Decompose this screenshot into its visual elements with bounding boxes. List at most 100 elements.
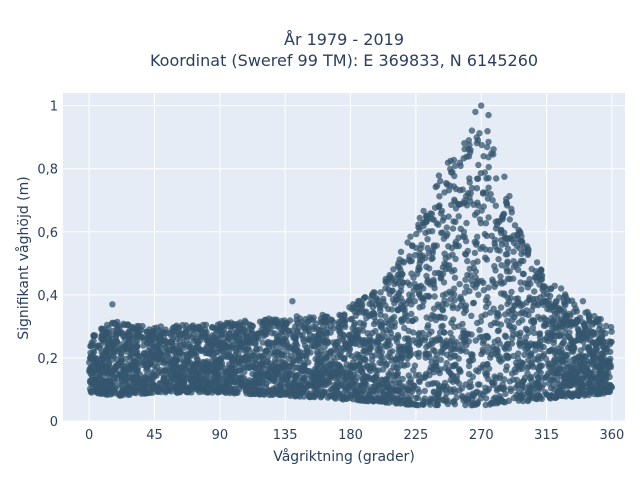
data-point: [582, 353, 589, 360]
data-point: [148, 379, 155, 387]
data-point: [524, 397, 531, 405]
data-point: [285, 355, 292, 362]
data-point: [153, 324, 160, 331]
data-point: [416, 256, 424, 263]
data-point: [449, 225, 457, 232]
data-point: [456, 187, 464, 194]
data-point: [428, 337, 436, 344]
data-point: [400, 343, 407, 350]
data-point: [523, 307, 530, 314]
data-point: [151, 371, 159, 379]
data-point: [425, 381, 432, 388]
data-point: [165, 349, 172, 356]
data-point: [554, 376, 561, 384]
data-point: [608, 338, 615, 346]
data-point: [310, 390, 317, 397]
data-point: [591, 382, 598, 389]
data-point: [419, 397, 427, 404]
data-point: [429, 311, 436, 319]
data-point: [501, 291, 508, 298]
data-point: [343, 340, 350, 348]
data-point: [518, 378, 526, 386]
data-point: [413, 339, 420, 346]
data-point: [392, 372, 400, 379]
data-point: [538, 395, 545, 403]
data-point: [519, 359, 526, 367]
data-point: [508, 209, 515, 216]
data-point: [390, 266, 397, 273]
data-point: [472, 401, 479, 408]
data-point: [473, 388, 481, 395]
data-point: [304, 324, 311, 331]
data-point: [112, 390, 120, 397]
data-point: [91, 378, 98, 385]
data-point: [561, 377, 569, 384]
data-point: [603, 366, 610, 373]
data-point: [125, 361, 132, 368]
data-point: [173, 335, 181, 343]
data-point: [560, 338, 568, 345]
data-point: [519, 397, 527, 405]
data-point: [441, 250, 448, 257]
data-point: [557, 285, 565, 292]
data-point: [498, 280, 505, 287]
data-point: [539, 298, 547, 306]
data-point: [597, 381, 604, 388]
data-point: [502, 366, 510, 374]
data-point: [562, 372, 569, 379]
data-point: [472, 268, 479, 275]
data-point: [482, 311, 489, 318]
data-point: [423, 314, 430, 321]
data-point: [351, 308, 358, 315]
data-points: [86, 102, 615, 409]
data-point: [470, 392, 477, 400]
data-point: [502, 311, 509, 318]
data-point: [508, 288, 515, 296]
data-point: [478, 207, 485, 214]
data-point: [479, 348, 487, 356]
data-point: [255, 371, 262, 378]
data-point: [575, 387, 582, 394]
data-point: [492, 280, 500, 288]
data-point: [478, 102, 485, 109]
data-point: [225, 330, 233, 337]
data-point: [246, 364, 254, 371]
data-point: [468, 383, 475, 390]
data-point: [261, 348, 269, 355]
data-point: [456, 366, 463, 373]
data-point: [291, 345, 298, 352]
data-point: [416, 290, 423, 298]
data-point: [478, 141, 485, 149]
data-point: [440, 214, 448, 221]
data-point: [113, 331, 120, 338]
data-point: [502, 240, 510, 247]
data-point: [483, 232, 490, 240]
data-point: [572, 319, 579, 327]
data-point: [491, 236, 499, 243]
data-point: [154, 337, 161, 345]
data-point: [316, 377, 323, 385]
data-point: [380, 380, 387, 387]
data-point: [562, 292, 569, 300]
data-point: [195, 331, 202, 338]
data-point: [179, 330, 186, 337]
data-point: [536, 334, 544, 341]
data-point: [396, 264, 403, 271]
data-point: [259, 388, 266, 395]
data-point: [477, 220, 485, 227]
data-point: [479, 340, 487, 347]
data-point: [496, 398, 504, 405]
data-point: [571, 301, 578, 308]
data-point: [467, 351, 475, 358]
data-point: [304, 382, 311, 389]
data-point: [371, 377, 378, 384]
data-point: [537, 266, 545, 274]
data-point: [479, 243, 486, 251]
data-point: [528, 350, 535, 358]
data-point: [429, 249, 436, 257]
data-point: [265, 370, 272, 377]
data-point: [129, 385, 136, 393]
data-point: [413, 401, 421, 409]
data-point: [366, 300, 373, 308]
data-point: [415, 353, 422, 360]
